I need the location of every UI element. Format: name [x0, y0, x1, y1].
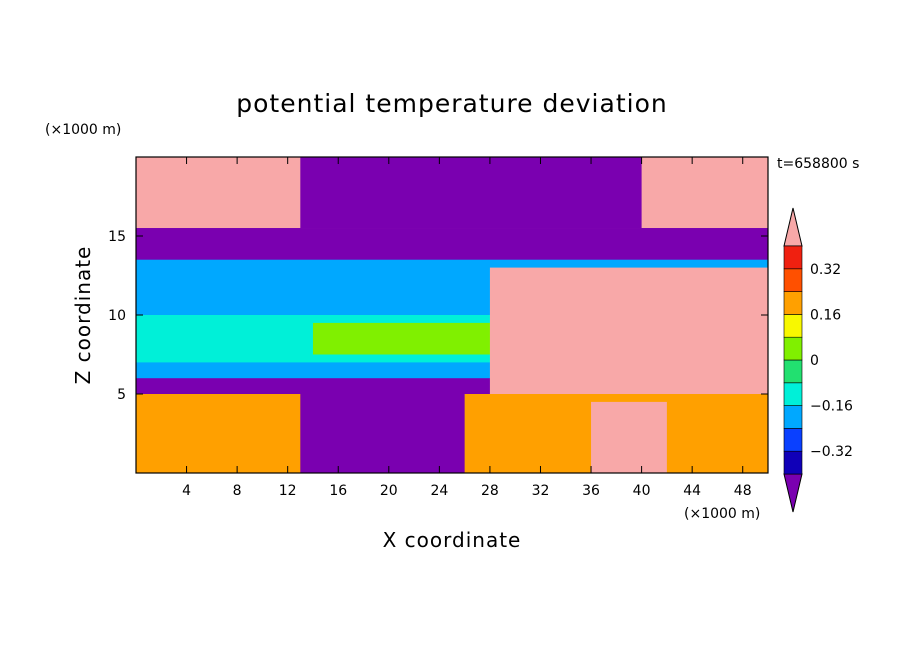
field-region [275, 386, 465, 473]
time-label: t=658800 s [777, 156, 859, 172]
colorbar-box [783, 428, 803, 452]
y-axis-unit: (×1000 m) [45, 122, 121, 138]
x-tick-label: 32 [532, 483, 550, 499]
colorbar: 0.32 0.16 0 −0.16 −0.32 [783, 207, 853, 513]
x-tick-label: 28 [481, 483, 499, 499]
colorbar-box [783, 291, 803, 315]
colorbar-box [783, 359, 803, 384]
colorbar-box [783, 405, 803, 429]
x-axis-label: X coordinate [383, 528, 522, 552]
x-tick-label: 24 [430, 483, 448, 499]
field-region [136, 394, 301, 473]
x-tick-label: 36 [582, 483, 600, 499]
field-region [136, 228, 768, 260]
field-region [591, 401, 667, 473]
x-tick-label: 40 [633, 483, 651, 499]
field-region [489, 267, 768, 394]
colorbar-max-triangle [783, 207, 803, 247]
x-tick-label: 48 [734, 483, 752, 499]
colorbar-box [783, 245, 803, 270]
y-tick-label: 5 [117, 387, 126, 403]
colorbar-label: 0.32 [810, 262, 841, 278]
colorbar-label: 0.16 [810, 307, 841, 323]
colorbar-label: −0.32 [810, 444, 853, 460]
y-axis-ticks: 5 10 15 [108, 229, 768, 403]
colorbar-box [783, 314, 803, 338]
colorbar-label: −0.16 [810, 399, 853, 415]
colorbar-label: 0 [810, 353, 819, 369]
plot-area [136, 157, 768, 473]
x-tick-label: 8 [233, 483, 242, 499]
x-tick-label: 12 [279, 483, 297, 499]
colorbar-box [783, 382, 803, 406]
chart-title: potential temperature deviation [236, 89, 667, 118]
x-tick-label: 20 [380, 483, 398, 499]
y-axis-label: Z coordinate [71, 246, 95, 385]
x-tick-label: 16 [329, 483, 347, 499]
x-tick-label: 44 [683, 483, 701, 499]
y-tick-label: 15 [108, 229, 126, 245]
field-region [300, 157, 642, 229]
y-tick-label: 10 [108, 308, 126, 324]
colorbar-min-triangle [783, 473, 803, 513]
x-axis-ticks: 4 8 12 16 20 24 28 32 36 40 44 48 [182, 157, 752, 499]
colorbar-box [783, 450, 803, 475]
x-tick-label: 4 [182, 483, 191, 499]
x-axis-unit: (×1000 m) [684, 506, 760, 522]
colorbar-box [783, 336, 803, 361]
colorbar-box [783, 268, 803, 292]
